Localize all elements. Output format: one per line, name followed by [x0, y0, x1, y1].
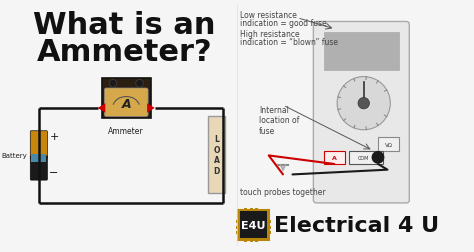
Text: +: + [49, 132, 59, 142]
FancyBboxPatch shape [267, 232, 271, 234]
FancyBboxPatch shape [378, 138, 399, 151]
Text: COM: COM [358, 155, 369, 160]
Text: Electrical 4 U: Electrical 4 U [274, 215, 439, 235]
Text: indication = “blown” fuse: indication = “blown” fuse [240, 38, 338, 47]
Text: touch probes together: touch probes together [240, 187, 326, 196]
Circle shape [136, 80, 143, 88]
FancyBboxPatch shape [237, 232, 240, 234]
FancyBboxPatch shape [324, 151, 345, 164]
Text: Ammeter: Ammeter [109, 127, 144, 135]
FancyBboxPatch shape [324, 33, 399, 71]
Text: −: − [49, 167, 59, 177]
FancyBboxPatch shape [255, 208, 258, 212]
FancyBboxPatch shape [30, 131, 47, 159]
FancyBboxPatch shape [255, 238, 258, 242]
FancyBboxPatch shape [208, 116, 225, 194]
Text: Ω: Ω [378, 111, 382, 116]
Text: What is an: What is an [33, 11, 216, 40]
FancyBboxPatch shape [30, 156, 47, 180]
FancyBboxPatch shape [250, 238, 253, 242]
Polygon shape [147, 104, 155, 113]
Text: —V: —V [343, 111, 352, 116]
Text: Internal
location of
fuse: Internal location of fuse [259, 106, 300, 135]
Polygon shape [98, 104, 105, 113]
FancyBboxPatch shape [240, 212, 267, 238]
Circle shape [358, 98, 369, 109]
Text: V: V [346, 92, 349, 97]
Text: A: A [121, 97, 131, 110]
Text: High resistance: High resistance [240, 30, 300, 39]
Circle shape [109, 80, 117, 88]
FancyBboxPatch shape [250, 208, 253, 212]
FancyBboxPatch shape [267, 226, 271, 229]
Circle shape [372, 152, 383, 163]
Text: E4U: E4U [241, 220, 266, 230]
FancyBboxPatch shape [267, 220, 271, 223]
Text: A: A [332, 155, 337, 160]
FancyBboxPatch shape [244, 238, 247, 242]
FancyBboxPatch shape [104, 89, 148, 117]
FancyBboxPatch shape [237, 226, 240, 229]
Text: L
O
A
D: L O A D [213, 135, 220, 175]
FancyBboxPatch shape [101, 79, 151, 119]
Text: VΩ: VΩ [384, 142, 392, 147]
FancyBboxPatch shape [237, 220, 240, 223]
FancyBboxPatch shape [31, 154, 46, 162]
FancyBboxPatch shape [349, 151, 383, 164]
Text: Low resistance: Low resistance [240, 11, 297, 20]
FancyBboxPatch shape [244, 208, 247, 212]
FancyBboxPatch shape [313, 22, 410, 203]
Text: Ammeter?: Ammeter? [36, 38, 212, 67]
FancyBboxPatch shape [238, 210, 269, 240]
Circle shape [337, 77, 390, 130]
Text: A: A [378, 92, 382, 97]
Text: indication = good fuse: indication = good fuse [240, 19, 327, 27]
Text: Battery: Battery [2, 153, 27, 159]
